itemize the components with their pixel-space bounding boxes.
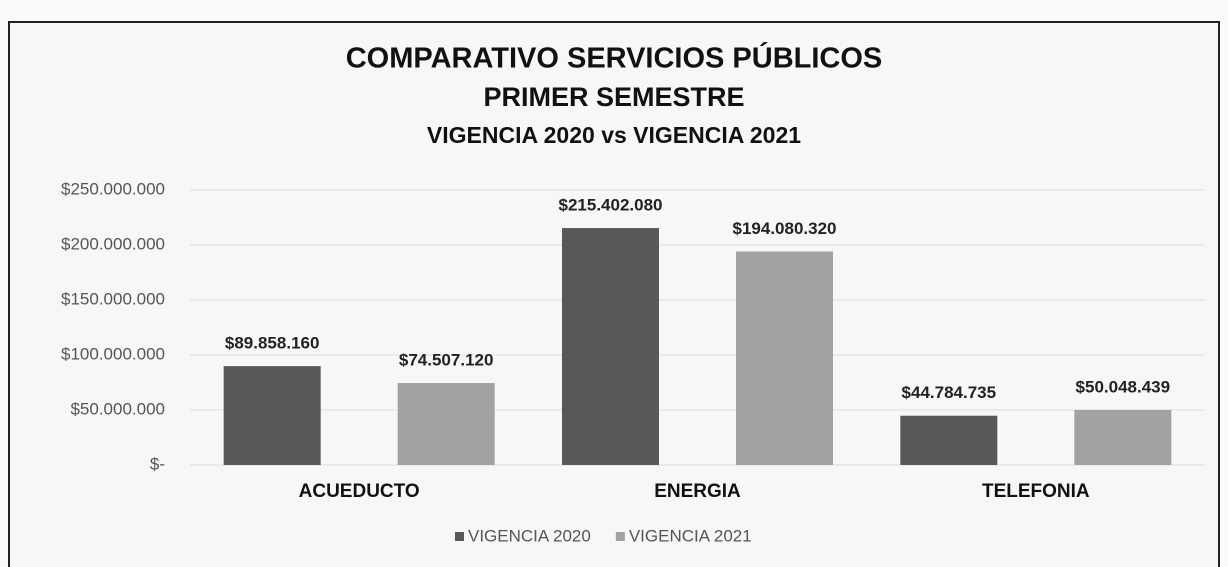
legend-swatch — [455, 532, 464, 541]
x-tick-label: ACUEDUCTO — [299, 481, 420, 502]
data-label: $44.784.735 — [902, 383, 997, 402]
bar — [900, 415, 998, 465]
chart-title: COMPARATIVO SERVICIOS PÚBLICOS — [346, 41, 883, 75]
legend-label: VIGENCIA 2021 — [629, 526, 752, 545]
data-label: $194.080.320 — [733, 219, 837, 238]
chart-subtitle: VIGENCIA 2020 vs VIGENCIA 2021 — [427, 122, 801, 148]
bar — [223, 366, 321, 465]
y-tick-label: $100.000.000 — [61, 344, 165, 363]
bar — [1074, 409, 1172, 465]
legend-swatch — [615, 532, 625, 541]
data-label: $50.048.439 — [1076, 377, 1171, 396]
y-tick-label: $200.000.000 — [61, 234, 165, 253]
x-tick-label: TELEFONIA — [982, 481, 1090, 502]
bar — [562, 228, 659, 465]
legend-label: VIGENCIA 2020 — [468, 526, 591, 545]
y-tick-label: $250.000.000 — [61, 179, 165, 198]
x-tick-label: ENERGIA — [654, 481, 741, 502]
chart-title: PRIMER SEMESTRE — [483, 82, 744, 112]
y-tick-label: $- — [150, 454, 165, 473]
y-tick-label: $50.000.000 — [70, 399, 165, 418]
bar — [397, 383, 495, 465]
data-label: $74.507.120 — [399, 351, 494, 370]
data-label: $89.858.160 — [225, 334, 320, 353]
data-label: $215.402.080 — [559, 196, 663, 215]
bar — [736, 251, 833, 465]
y-tick-label: $150.000.000 — [61, 289, 165, 308]
